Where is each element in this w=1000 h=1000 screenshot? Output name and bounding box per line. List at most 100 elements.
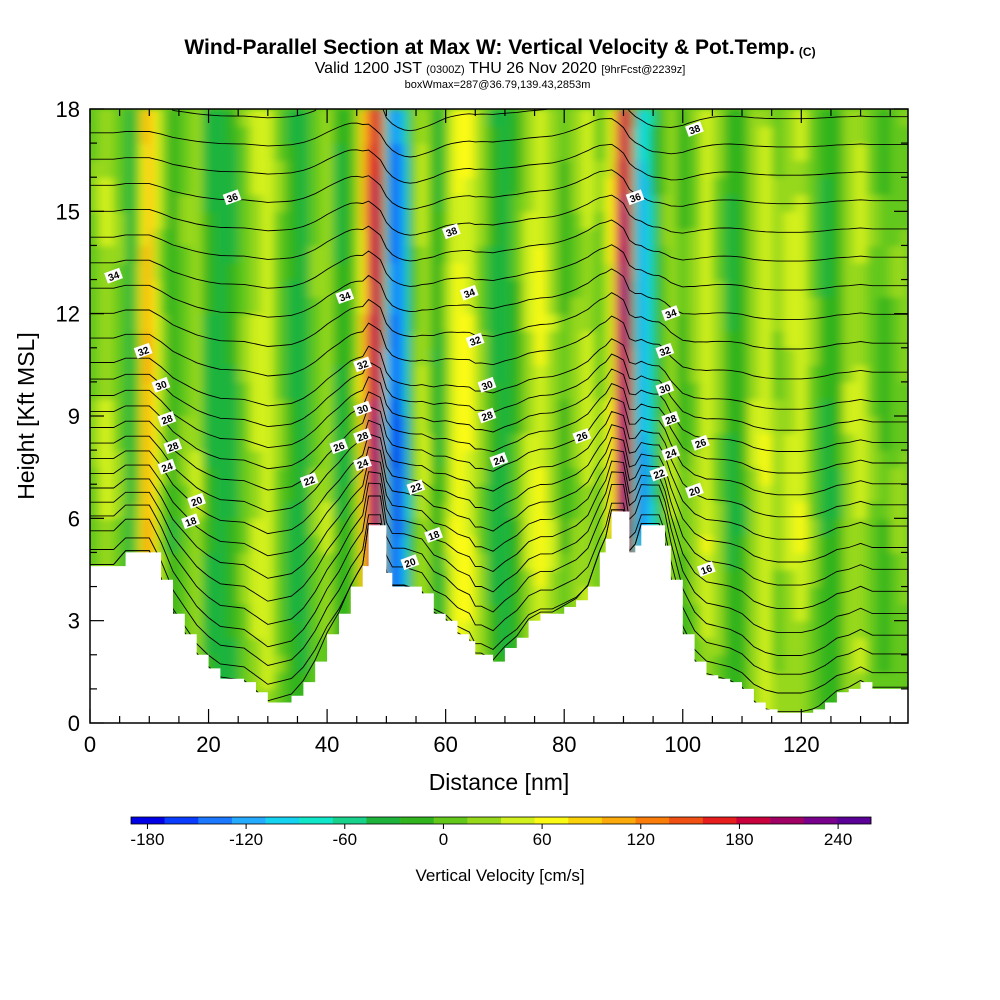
w-cell	[632, 126, 640, 144]
w-cell	[430, 245, 438, 264]
w-cell	[424, 313, 432, 332]
w-cell	[321, 603, 334, 622]
w-cell	[463, 620, 477, 639]
w-cell	[238, 433, 251, 451]
w-cell	[866, 364, 880, 383]
w-cell	[866, 245, 880, 264]
w-cell	[902, 296, 908, 315]
w-cell	[250, 450, 263, 468]
w-cell	[436, 467, 444, 486]
w-cell	[819, 330, 832, 349]
w-cell	[890, 671, 903, 690]
w-cell	[487, 279, 500, 298]
w-cell	[436, 398, 444, 417]
w-cell	[190, 603, 204, 622]
w-cell	[273, 433, 287, 451]
w-cell	[214, 143, 228, 161]
w-cell	[759, 569, 773, 588]
w-cell	[134, 211, 142, 230]
w-cell	[424, 126, 432, 144]
w-cell	[795, 126, 809, 144]
w-cell	[724, 381, 737, 400]
w-cell	[273, 228, 287, 247]
w-cell	[644, 433, 651, 451]
w-cell	[250, 620, 263, 639]
w-cell	[712, 535, 726, 554]
w-cell	[463, 126, 477, 144]
w-cell	[297, 654, 311, 673]
w-cell	[771, 160, 785, 179]
w-cell	[475, 126, 488, 144]
w-cell	[226, 262, 239, 281]
w-cell	[662, 313, 669, 332]
w-cell	[140, 518, 148, 537]
w-cell	[202, 416, 216, 434]
w-cell	[724, 637, 737, 656]
w-cell	[321, 279, 334, 298]
w-cell	[712, 364, 726, 383]
w-cell	[214, 398, 228, 417]
w-cell	[134, 245, 142, 264]
w-cell	[418, 194, 426, 213]
w-cell	[125, 484, 136, 503]
w-cell	[650, 347, 657, 366]
w-cell	[146, 279, 154, 298]
w-cell	[98, 484, 115, 503]
w-cell	[650, 262, 657, 281]
w-cell	[724, 603, 737, 622]
w-cell	[819, 211, 832, 230]
w-cell	[436, 433, 444, 451]
w-cell	[383, 279, 391, 298]
w-cell	[250, 603, 263, 622]
w-cell	[842, 569, 856, 588]
w-cell	[475, 177, 488, 196]
w-cell	[344, 416, 355, 434]
w-cell	[344, 228, 355, 247]
w-cell	[522, 296, 536, 315]
w-cell	[418, 160, 426, 179]
w-cell	[344, 364, 355, 383]
w-cell	[546, 347, 560, 366]
w-cell	[113, 381, 127, 400]
w-cell	[700, 381, 714, 400]
w-cell	[902, 194, 908, 213]
w-cell	[878, 347, 892, 366]
w-cell	[830, 211, 844, 230]
w-cell	[273, 262, 287, 281]
w-cell	[830, 586, 844, 605]
w-cell	[902, 569, 908, 588]
w-cell	[353, 535, 361, 554]
theta-label: 28	[477, 407, 497, 424]
w-cell	[365, 501, 373, 520]
w-cell	[214, 620, 228, 639]
w-cell	[842, 501, 856, 520]
w-cell	[475, 637, 488, 656]
w-cell	[383, 398, 391, 417]
w-cell	[487, 313, 500, 332]
w-cell	[902, 381, 908, 400]
w-cell	[546, 586, 560, 605]
w-cell	[854, 569, 868, 588]
w-cell	[140, 484, 148, 503]
w-cell	[534, 211, 548, 230]
w-cell	[442, 245, 450, 264]
w-cell	[712, 398, 726, 417]
w-cell	[190, 569, 204, 588]
w-cell	[499, 194, 512, 213]
w-cell	[656, 194, 663, 213]
w-cell	[475, 245, 488, 264]
w-cell	[285, 484, 299, 503]
w-cell	[534, 381, 548, 400]
w-cell	[261, 586, 275, 605]
w-cell	[830, 552, 844, 571]
w-cell	[676, 450, 690, 468]
svg-text:28: 28	[356, 430, 371, 444]
w-cell	[890, 279, 903, 298]
w-cell	[581, 398, 595, 417]
w-cell	[152, 194, 159, 213]
w-cell	[238, 296, 251, 315]
w-cell	[807, 296, 820, 315]
w-cell	[454, 398, 465, 417]
w-cell	[795, 569, 809, 588]
w-cell	[676, 552, 690, 571]
